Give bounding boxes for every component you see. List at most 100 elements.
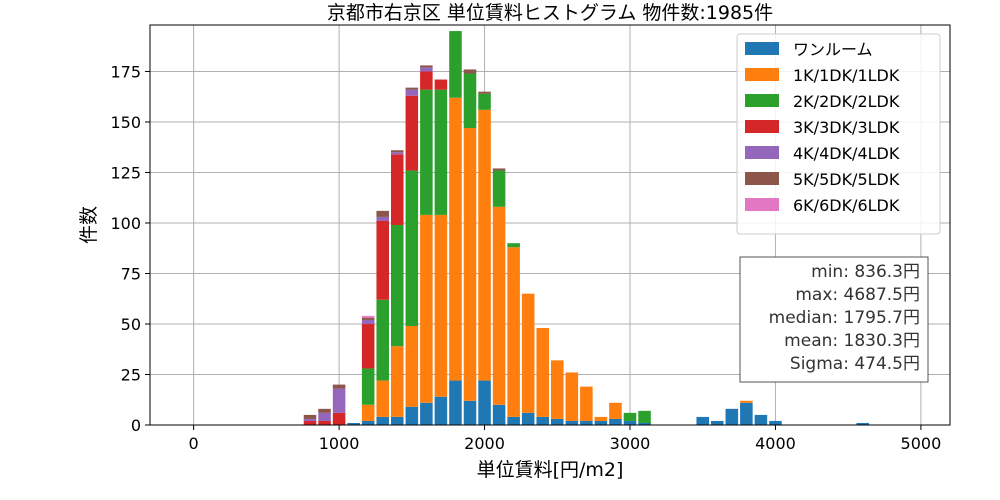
bar-segment-series-5 <box>303 418 317 421</box>
y-tick-label: 25 <box>121 365 141 384</box>
bar-segment-series-1 <box>594 420 608 425</box>
bar-segment-series-6 <box>361 317 375 320</box>
bar-segment-series-1 <box>347 422 360 425</box>
bar-segment-series-5 <box>405 89 419 96</box>
bar-segment-series-6 <box>478 91 491 94</box>
bar-segment-series-1 <box>769 420 782 425</box>
y-tick-label: 100 <box>110 214 141 233</box>
legend-swatch <box>745 68 779 81</box>
bars-layer <box>303 31 869 425</box>
bar-segment-series-1 <box>580 420 593 425</box>
bar-segment-series-6 <box>303 414 317 419</box>
bar-segment-series-2 <box>521 293 535 413</box>
bar-segment-series-4 <box>303 420 317 425</box>
bar-segment-series-1 <box>521 412 535 425</box>
bar-segment-series-5 <box>332 388 346 413</box>
bar-segment-series-2 <box>405 326 419 407</box>
bar-segment-series-2 <box>376 380 389 417</box>
y-tick-label: 125 <box>110 163 141 182</box>
stats-frame <box>739 256 929 383</box>
bar-segment-series-1 <box>536 416 549 425</box>
legend-swatch <box>745 198 779 211</box>
bar-segment-series-1 <box>434 396 448 425</box>
bar-segment-series-4 <box>318 420 331 425</box>
bar-segment-series-1 <box>609 418 622 425</box>
bar-segment-series-1 <box>449 380 462 425</box>
bar-segment-series-2 <box>391 346 404 417</box>
bar-segment-series-1 <box>725 408 739 425</box>
bar-segment-series-1 <box>638 422 651 425</box>
bar-segment-series-3 <box>478 93 491 110</box>
bar-segment-series-2 <box>507 247 520 417</box>
bar-segment-series-4 <box>420 71 433 90</box>
y-tick-label: 50 <box>121 315 141 334</box>
bar-segment-series-1 <box>376 416 389 425</box>
bar-segment-series-6 <box>405 87 419 90</box>
bar-segment-series-4 <box>405 95 419 171</box>
bar-segment-series-6 <box>332 384 346 389</box>
stats-line: min: 836.3円 <box>811 262 920 282</box>
bar-segment-series-1 <box>463 400 477 425</box>
legend-label: 5K/5DK/5LDK <box>793 170 900 189</box>
legend-label: 4K/4DK/4LDK <box>793 144 900 163</box>
stats-line: max: 4687.5円 <box>795 285 920 305</box>
bar-segment-series-2 <box>580 386 593 421</box>
x-tick-label: 4000 <box>755 434 796 453</box>
bar-segment-series-1 <box>507 416 520 425</box>
bar-segment-series-6 <box>492 168 506 171</box>
bar-segment-series-2 <box>594 416 608 421</box>
bar-segment-series-1 <box>492 404 506 425</box>
bar-segment-series-1 <box>623 420 637 425</box>
bar-segment-series-4 <box>391 154 404 225</box>
bar-segment-series-6 <box>318 408 331 413</box>
x-axis-ticks: 0 1000 2000 3000 4000 5000 <box>189 425 941 453</box>
legend-label: ワンルーム <box>793 40 873 59</box>
x-tick-label: 0 <box>189 434 199 453</box>
legend-swatch <box>745 94 779 107</box>
bar-segment-series-6 <box>376 210 389 217</box>
bar-segment-series-3 <box>463 73 477 129</box>
stats-box: min: 836.3円 max: 4687.5円 median: 1795.7円 me… <box>739 256 929 383</box>
bar-segment-series-1 <box>565 420 579 425</box>
bar-segment-series-2 <box>492 206 506 405</box>
legend-swatch <box>745 120 779 133</box>
legend-label: 1K/1DK/1LDK <box>793 66 900 85</box>
legend-swatch <box>745 146 779 159</box>
plot-frame <box>149 24 951 426</box>
bar-segment-series-7 <box>361 315 375 318</box>
bar-segment-series-5 <box>391 152 404 155</box>
bar-segment-series-6 <box>391 150 404 153</box>
bar-segment-series-3 <box>361 368 375 405</box>
bar-segment-series-1 <box>420 402 433 425</box>
stats-line: median: 1795.7円 <box>769 308 920 328</box>
bar-segment-series-3 <box>623 412 637 421</box>
y-tick-label: 75 <box>121 264 141 283</box>
bar-segment-series-3 <box>405 170 419 327</box>
y-tick-label: 0 <box>131 416 141 435</box>
bar-segment-series-3 <box>449 31 462 98</box>
bar-segment-series-1 <box>361 420 375 425</box>
bar-segment-series-1 <box>740 402 753 425</box>
x-tick-label: 3000 <box>610 434 651 453</box>
bar-segment-series-2 <box>565 372 579 421</box>
x-tick-label: 1000 <box>319 434 360 453</box>
bar-segment-series-4 <box>376 220 389 300</box>
stats-line: mean: 1830.3円 <box>784 331 920 351</box>
y-axis-label: 件数 <box>78 206 100 244</box>
bar-segment-series-2 <box>536 328 549 417</box>
bar-segment-series-4 <box>332 412 346 425</box>
legend-swatch <box>745 42 779 55</box>
bar-segment-series-2 <box>551 360 564 419</box>
chart-title: 京都市右京区 単位賃料ヒストグラム 物件数:1985件 <box>327 2 773 24</box>
bar-segment-series-2 <box>361 404 375 421</box>
x-tick-label: 2000 <box>464 434 505 453</box>
bar-segment-series-2 <box>740 400 753 403</box>
bar-segment-series-1 <box>754 414 768 425</box>
bar-segment-series-6 <box>420 65 433 68</box>
stats-line: Sigma: 474.5円 <box>790 354 920 374</box>
bar-segment-series-2 <box>449 97 462 381</box>
bar-segment-series-1 <box>696 416 709 425</box>
bar-segment-series-2 <box>463 128 477 401</box>
